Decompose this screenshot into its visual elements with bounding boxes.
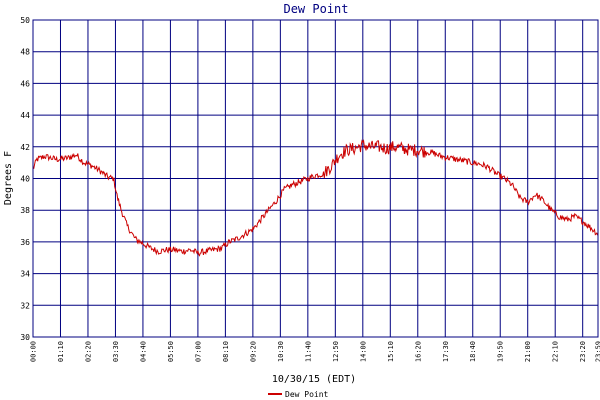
x-tick-label: 01:10 (57, 341, 65, 362)
plot-frame (32, 19, 599, 338)
y-tick-label: 48 (20, 48, 30, 57)
y-tick-label: 46 (20, 79, 30, 88)
y-tick-label: 34 (20, 270, 30, 279)
legend: Dew Point (268, 390, 329, 399)
x-axis-label: 10/30/15 (EDT) (272, 374, 356, 385)
x-tick-label: 00:00 (30, 341, 38, 362)
x-tick-label: 03:30 (112, 341, 120, 362)
x-tick-label: 16:20 (414, 341, 422, 362)
x-tick-label: 09:20 (249, 341, 257, 362)
y-tick-label: 44 (20, 111, 30, 120)
x-tick-label: 17:30 (442, 341, 450, 362)
y-axis-label: Degrees F (3, 151, 14, 205)
y-tick-label: 32 (20, 301, 30, 310)
x-tick-label: 19:50 (497, 341, 505, 362)
x-tick-label: 22:10 (552, 341, 560, 362)
x-tick-label: 08:10 (222, 341, 230, 362)
x-tick-label: 15:10 (387, 341, 395, 362)
x-tick-label: 11:40 (304, 341, 312, 362)
x-tick-label: 23:20 (579, 341, 587, 362)
series-group (32, 139, 599, 257)
y-tick-label: 42 (20, 143, 30, 152)
x-tick-label: 04:40 (139, 341, 147, 362)
y-tick-label: 50 (20, 16, 30, 25)
x-tick-label: 12:50 (332, 341, 340, 362)
x-tick-label: 07:00 (194, 341, 202, 362)
x-tick-label: 02:20 (84, 341, 92, 362)
legend-label-dew-point: Dew Point (285, 390, 329, 399)
x-tick-label: 14:00 (359, 341, 367, 362)
series-line-dew-point (32, 139, 599, 257)
y-tick-label: 30 (20, 333, 30, 342)
y-tick-labels: 30 32 34 36 38 40 42 44 46 48 50 (20, 16, 30, 342)
x-tick-label: 18:40 (469, 341, 477, 362)
y-tick-label: 40 (20, 175, 30, 184)
chart-title: Dew Point (283, 2, 348, 16)
x-tick-label: 23:59 (595, 341, 600, 362)
y-tick-label: 38 (20, 206, 30, 215)
y-tick-label: 36 (20, 238, 30, 247)
x-tick-label: 05:50 (167, 341, 175, 362)
x-tick-labels: 00:00 01:10 02:20 03:30 04:40 05:50 07:00 08:10… (30, 341, 600, 362)
x-tick-label: 21:00 (524, 341, 532, 362)
x-tick-label: 10:30 (277, 341, 285, 362)
